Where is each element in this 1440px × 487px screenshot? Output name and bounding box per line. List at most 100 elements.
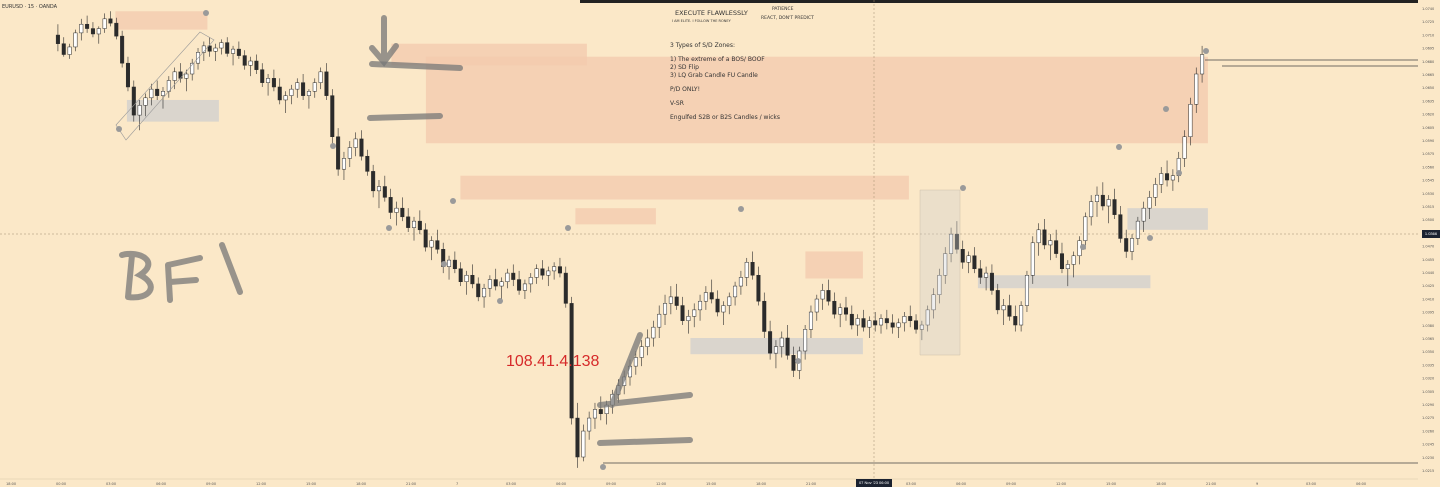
candle[interactable] [733, 285, 738, 298]
candle[interactable] [1042, 229, 1047, 246]
candle[interactable] [569, 303, 574, 419]
candle[interactable] [540, 268, 545, 276]
candle[interactable] [184, 73, 189, 79]
candle[interactable] [137, 105, 142, 116]
candle[interactable] [651, 326, 656, 339]
candle[interactable] [522, 283, 527, 291]
candle[interactable] [417, 220, 422, 231]
candle[interactable] [400, 207, 405, 218]
candle[interactable] [1059, 253, 1064, 270]
candle[interactable] [1106, 199, 1111, 207]
candle[interactable] [721, 305, 726, 313]
candle[interactable] [493, 279, 498, 287]
candle[interactable] [55, 34, 60, 44]
candle[interactable] [843, 307, 848, 315]
candle[interactable] [855, 318, 860, 326]
candle[interactable] [727, 296, 732, 306]
candle[interactable] [452, 259, 457, 270]
candle[interactable] [1001, 305, 1006, 311]
candle[interactable] [1065, 264, 1070, 270]
candle[interactable] [598, 409, 603, 414]
candle[interactable] [575, 417, 580, 458]
candle[interactable] [645, 337, 650, 347]
candle[interactable] [698, 300, 703, 311]
candle[interactable] [1147, 197, 1152, 209]
candle[interactable] [155, 88, 160, 96]
candle[interactable] [359, 138, 364, 157]
candle[interactable] [832, 300, 837, 315]
candle[interactable] [873, 320, 878, 326]
candle[interactable] [79, 23, 84, 34]
candle[interactable] [1124, 238, 1129, 252]
candle[interactable] [517, 279, 522, 291]
candle[interactable] [861, 318, 866, 328]
candle[interactable] [1118, 214, 1123, 239]
candle[interactable] [808, 311, 813, 330]
candle[interactable] [254, 60, 259, 70]
candle[interactable] [482, 287, 487, 298]
candle[interactable] [692, 309, 697, 317]
candle[interactable] [879, 318, 884, 326]
candle[interactable] [271, 78, 276, 88]
candle[interactable] [657, 313, 662, 328]
candle[interactable] [143, 97, 148, 106]
candle[interactable] [715, 298, 720, 313]
candle[interactable] [943, 253, 948, 276]
candle[interactable] [995, 290, 1000, 311]
candle[interactable] [978, 268, 983, 278]
candle[interactable] [1095, 194, 1100, 202]
candle[interactable] [1170, 175, 1175, 181]
candle[interactable] [557, 266, 562, 274]
candle[interactable] [61, 43, 66, 55]
candle[interactable] [908, 316, 913, 321]
candle[interactable] [120, 35, 125, 64]
candle[interactable] [1013, 316, 1018, 326]
candle[interactable] [581, 430, 586, 458]
candle[interactable] [295, 82, 300, 90]
candle[interactable] [1100, 194, 1105, 207]
candle[interactable] [1024, 274, 1029, 306]
candle[interactable] [336, 136, 341, 170]
candle[interactable] [289, 88, 294, 96]
candle[interactable] [814, 298, 819, 313]
candle[interactable] [429, 240, 434, 248]
candle[interactable] [341, 158, 346, 170]
candle[interactable] [447, 259, 452, 267]
candle[interactable] [709, 292, 714, 300]
candle[interactable] [85, 23, 90, 29]
candle[interactable] [487, 279, 492, 289]
candle[interactable] [779, 337, 784, 347]
candle[interactable] [248, 60, 253, 66]
candle[interactable] [190, 62, 195, 75]
candle[interactable] [534, 268, 539, 278]
candle[interactable] [260, 69, 265, 83]
candle[interactable] [1036, 229, 1041, 244]
candle[interactable] [680, 305, 685, 321]
candle[interactable] [768, 331, 773, 354]
candle[interactable] [896, 322, 901, 328]
candle[interactable] [633, 357, 638, 367]
candle[interactable] [511, 272, 516, 280]
candle[interactable] [476, 283, 481, 298]
candle[interactable] [1141, 207, 1146, 222]
candle[interactable] [785, 337, 790, 356]
candle[interactable] [435, 240, 440, 250]
candle[interactable] [592, 409, 597, 419]
candle[interactable] [931, 294, 936, 311]
candle[interactable] [1071, 255, 1076, 265]
candle[interactable] [826, 290, 831, 302]
candle[interactable] [283, 95, 288, 101]
candle[interactable] [394, 207, 399, 213]
candle[interactable] [178, 71, 183, 79]
candle[interactable] [1048, 240, 1053, 246]
candle[interactable] [890, 322, 895, 328]
candle[interactable] [172, 71, 177, 81]
candle[interactable] [849, 313, 854, 326]
candle[interactable] [1200, 54, 1205, 75]
candle[interactable] [984, 272, 989, 278]
candle[interactable] [960, 249, 965, 263]
candle[interactable] [1153, 184, 1158, 198]
candle[interactable] [820, 290, 825, 300]
candle[interactable] [382, 186, 387, 198]
